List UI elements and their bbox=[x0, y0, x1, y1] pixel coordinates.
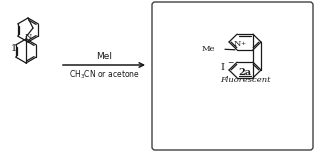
Text: −: − bbox=[227, 59, 233, 67]
Text: N: N bbox=[233, 40, 241, 48]
Text: I: I bbox=[220, 63, 224, 71]
Text: N: N bbox=[24, 33, 32, 41]
Text: Fluorescent: Fluorescent bbox=[220, 76, 270, 84]
Text: 1: 1 bbox=[11, 44, 17, 53]
Text: 2a: 2a bbox=[238, 68, 252, 77]
FancyBboxPatch shape bbox=[152, 2, 313, 150]
Text: CH$_3$CN or acetone: CH$_3$CN or acetone bbox=[69, 68, 139, 81]
Text: Me: Me bbox=[202, 45, 215, 53]
Text: +: + bbox=[241, 41, 246, 46]
Text: MeI: MeI bbox=[96, 52, 112, 61]
